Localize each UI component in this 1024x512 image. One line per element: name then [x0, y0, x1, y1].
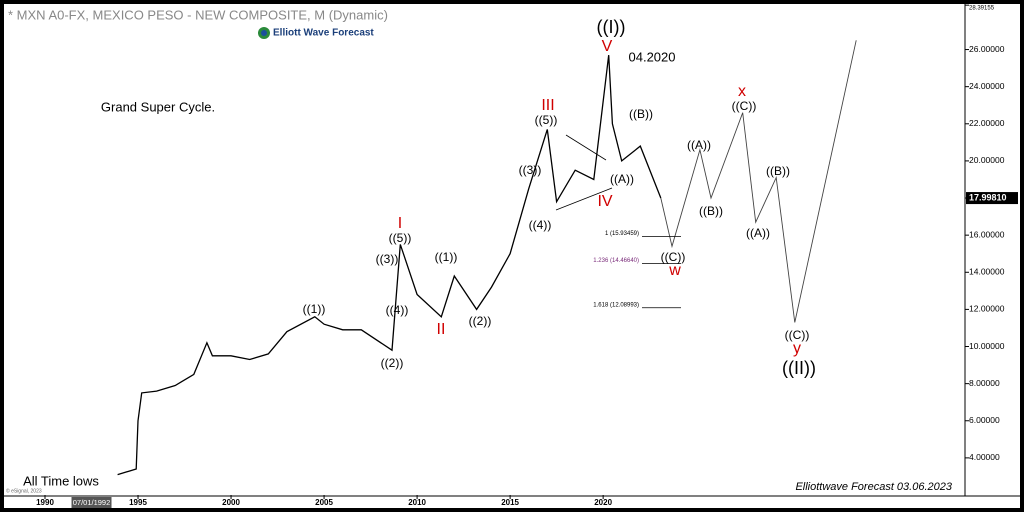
x-tick-label: 2005 — [315, 498, 333, 507]
wave-label: ((C)) — [785, 328, 810, 342]
wave-label: ((B)) — [766, 164, 790, 178]
wave-label: ((A)) — [687, 138, 711, 152]
wave-label: ((4)) — [529, 218, 552, 232]
price-line — [117, 55, 662, 476]
background — [4, 4, 1020, 508]
wave-label: ((3)) — [519, 163, 542, 177]
y-tick-label: 6.00000 — [969, 415, 1000, 425]
y-tick-label: 12.00000 — [969, 304, 1005, 314]
y-tick-label: 16.00000 — [969, 229, 1005, 239]
high-price-label: 28.39155 — [969, 6, 995, 12]
wave-label: ((I)) — [597, 17, 626, 37]
fib-label: 1 (15.93459) — [605, 231, 639, 237]
y-tick-label: 26.00000 — [969, 44, 1005, 54]
wave-label: 04.2020 — [629, 49, 676, 64]
wave-label: V — [602, 38, 613, 55]
last-price-box — [966, 192, 1018, 205]
wave-label: y — [793, 340, 801, 357]
logo-icon-inner — [261, 30, 267, 36]
wave-label: ((1)) — [435, 250, 458, 264]
wave-label: III — [541, 97, 554, 114]
y-tick-label: 22.00000 — [969, 118, 1005, 128]
wave-label: ((B)) — [629, 107, 653, 121]
wave-label: ((II)) — [782, 358, 816, 378]
y-tick-label: 20.00000 — [969, 155, 1005, 165]
wave-label: All Time lows — [23, 473, 99, 488]
y-tick-label: 24.00000 — [969, 81, 1005, 91]
triangle-line — [555, 187, 613, 211]
wave-label: ((1)) — [303, 302, 326, 316]
wave-label: IV — [597, 193, 612, 210]
wave-label: ((2)) — [469, 314, 492, 328]
y-tick-label: 14.00000 — [969, 267, 1005, 277]
wave-label: II — [437, 321, 446, 338]
x-tick-label: 2000 — [222, 498, 240, 507]
cursor-date-box — [71, 497, 112, 508]
wave-label: x — [738, 83, 746, 100]
wave-label: ((A)) — [610, 172, 634, 186]
wave-label: ((2)) — [381, 356, 404, 370]
wave-label: I — [398, 215, 402, 232]
footer: Elliottwave Forecast 03.06.2023 — [795, 481, 952, 493]
wave-label: ((A)) — [746, 226, 770, 240]
wave-label: ((3)) — [376, 252, 399, 266]
x-tick-label: 2020 — [594, 498, 612, 507]
x-tick-label: 1995 — [129, 498, 147, 507]
logo-text: Elliott Wave Forecast — [273, 28, 374, 39]
x-tick-label: 2015 — [501, 498, 519, 507]
wave-label: Grand Super Cycle. — [101, 99, 215, 114]
y-tick-label: 10.00000 — [969, 341, 1005, 351]
fib-label: 1.618 (12.08993) — [593, 302, 639, 308]
y-tick-label: 8.00000 — [969, 378, 1000, 388]
fib-label: 1.236 (14.46640) — [593, 258, 639, 264]
x-tick-label: 1990 — [36, 498, 54, 507]
last-price-label: 17.99810 — [969, 192, 1007, 202]
wave-label: ((5)) — [535, 113, 558, 127]
wave-label: ((5)) — [389, 231, 412, 245]
wave-label: ((B)) — [699, 204, 723, 218]
projection-line — [660, 40, 857, 323]
wave-label: ((C)) — [661, 250, 686, 264]
wave-label: ((4)) — [386, 303, 409, 317]
copyright: © eSignal, 2023 — [6, 487, 42, 494]
triangle-line — [565, 134, 607, 161]
wave-label: w — [668, 262, 681, 279]
wave-label: ((C)) — [732, 99, 757, 113]
chart-title: * MXN A0-FX, MEXICO PESO - NEW COMPOSITE… — [8, 7, 388, 22]
y-tick-label: 4.00000 — [969, 452, 1000, 462]
x-tick-label: 2010 — [408, 498, 426, 507]
cursor-date-label: 07/01/1992 — [73, 498, 111, 507]
